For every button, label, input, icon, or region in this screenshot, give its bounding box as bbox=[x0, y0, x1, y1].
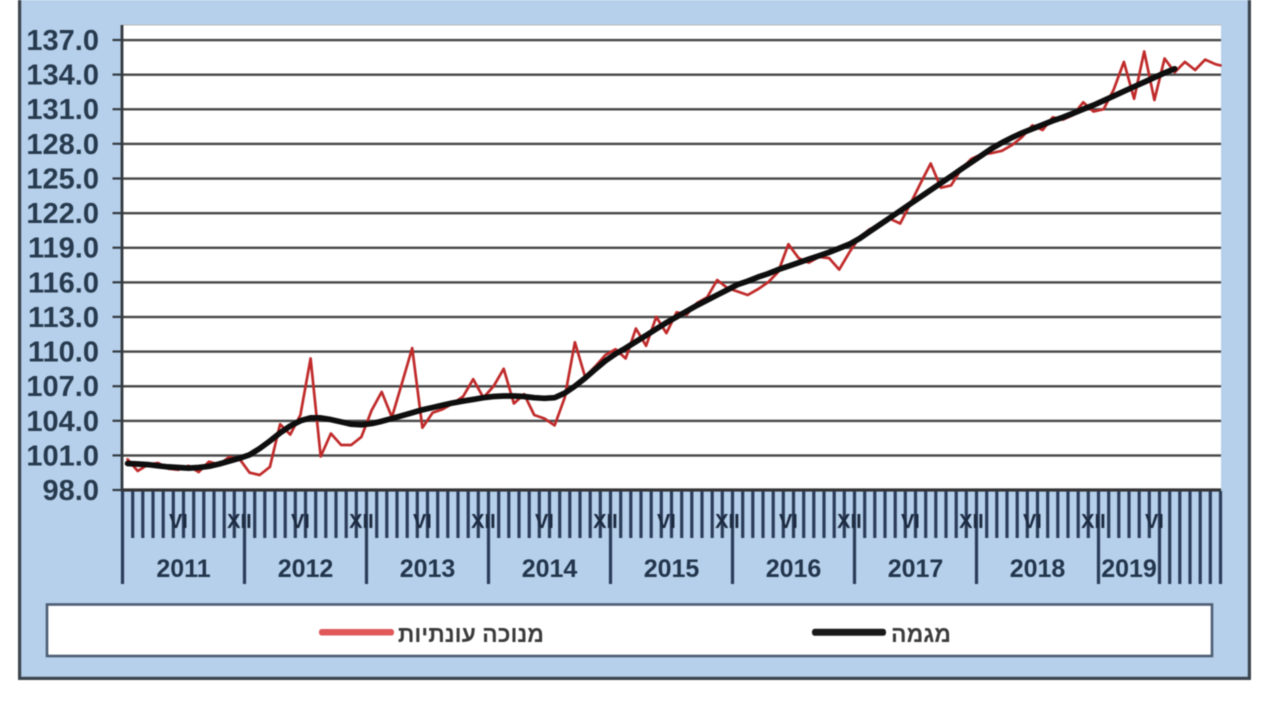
svg-text:122.0: 122.0 bbox=[26, 198, 99, 230]
svg-text:131.0: 131.0 bbox=[26, 94, 99, 126]
svg-text:98.0: 98.0 bbox=[43, 475, 99, 507]
svg-text:2013: 2013 bbox=[400, 555, 456, 583]
svg-text:2014: 2014 bbox=[522, 555, 578, 583]
svg-text:101.0: 101.0 bbox=[26, 440, 99, 472]
svg-text:125.0: 125.0 bbox=[26, 164, 99, 196]
svg-text:XII: XII bbox=[1081, 511, 1105, 533]
svg-text:מנוכה עונתיות: מנוכה עונתיות bbox=[398, 621, 544, 647]
svg-text:VI: VI bbox=[657, 511, 676, 533]
svg-text:XII: XII bbox=[349, 511, 373, 533]
svg-text:119.0: 119.0 bbox=[28, 233, 99, 265]
svg-text:XII: XII bbox=[471, 511, 495, 533]
svg-text:XII: XII bbox=[227, 511, 251, 533]
svg-text:VI: VI bbox=[535, 511, 554, 533]
svg-text:137.0: 137.0 bbox=[26, 25, 99, 57]
svg-text:104.0: 104.0 bbox=[26, 406, 99, 438]
svg-text:VI: VI bbox=[413, 511, 432, 533]
svg-text:XII: XII bbox=[715, 511, 739, 533]
svg-text:VI: VI bbox=[1145, 511, 1164, 533]
svg-text:116.0: 116.0 bbox=[28, 267, 99, 299]
svg-text:מגמה: מגמה bbox=[891, 621, 951, 647]
svg-text:2016: 2016 bbox=[766, 555, 822, 583]
svg-text:VI: VI bbox=[901, 511, 920, 533]
svg-text:XII: XII bbox=[837, 511, 861, 533]
svg-text:2018: 2018 bbox=[1010, 555, 1066, 583]
svg-text:2017: 2017 bbox=[888, 555, 944, 583]
svg-text:VI: VI bbox=[169, 511, 188, 533]
svg-text:VI: VI bbox=[779, 511, 798, 533]
svg-text:VI: VI bbox=[1023, 511, 1042, 533]
svg-text:113.0: 113.0 bbox=[28, 302, 99, 334]
svg-text:2019: 2019 bbox=[1101, 555, 1157, 583]
svg-text:110.0: 110.0 bbox=[28, 337, 99, 369]
svg-text:2011: 2011 bbox=[156, 555, 210, 583]
svg-text:XII: XII bbox=[959, 511, 983, 533]
svg-text:128.0: 128.0 bbox=[26, 129, 99, 161]
svg-text:XII: XII bbox=[593, 511, 617, 533]
svg-text:107.0: 107.0 bbox=[26, 371, 99, 403]
svg-text:VI: VI bbox=[291, 511, 310, 533]
svg-text:2012: 2012 bbox=[278, 555, 334, 583]
svg-text:134.0: 134.0 bbox=[26, 60, 99, 92]
svg-text:2015: 2015 bbox=[644, 555, 700, 583]
